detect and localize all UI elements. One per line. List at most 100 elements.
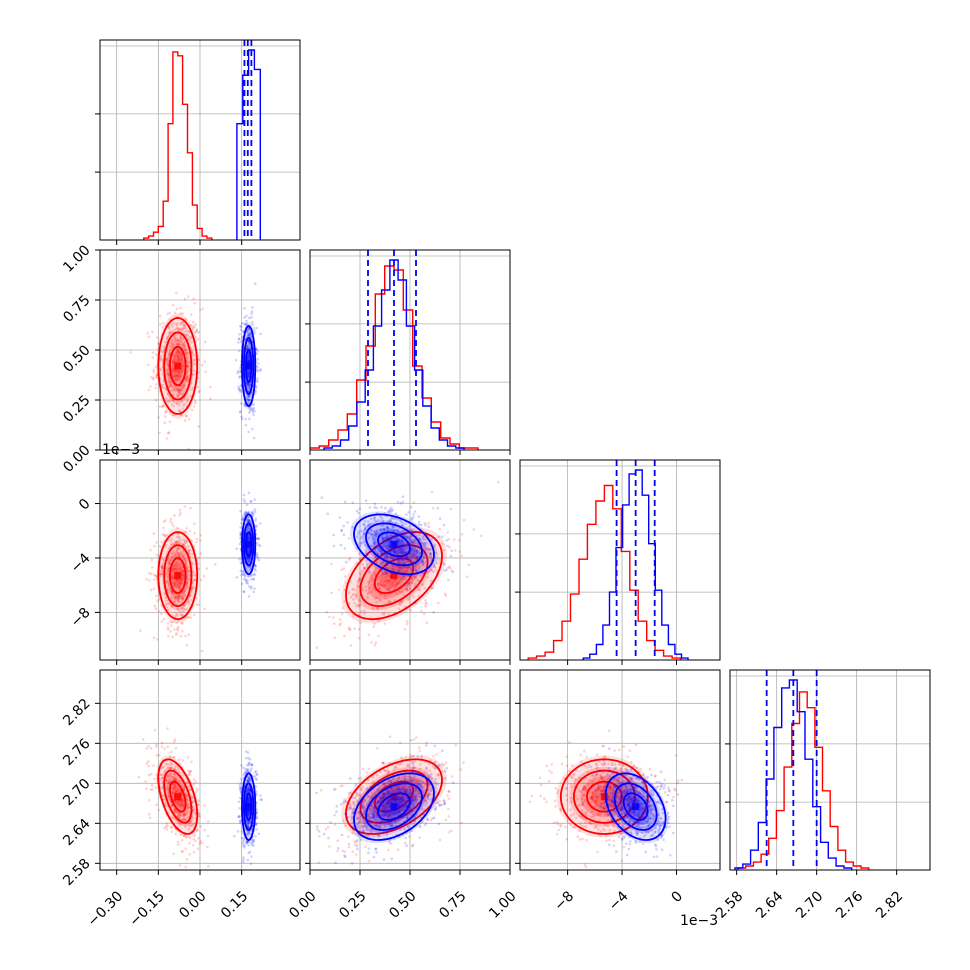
scatter-point-red — [173, 785, 176, 788]
scatter-point-blue — [244, 767, 247, 771]
contour-blue — [240, 513, 257, 576]
scatter-point-red — [415, 557, 419, 560]
scatter-point-red — [377, 576, 381, 580]
scatter-point-blue — [414, 569, 418, 572]
scatter-point-red — [179, 337, 183, 340]
scatter-point-blue — [248, 821, 251, 824]
scatter-point-blue — [245, 322, 248, 326]
scatter-point-red — [402, 799, 405, 802]
scatter-point-red — [174, 777, 178, 781]
scatter-point-red — [376, 746, 379, 750]
scatter-point-blue — [382, 792, 386, 796]
scatter-point-blue — [245, 556, 249, 560]
scatter-point-blue — [251, 510, 254, 514]
scatter-point-blue — [237, 349, 241, 353]
scatter-point-red — [446, 794, 449, 797]
scatter-point-red — [162, 404, 165, 407]
scatter-point-red — [185, 559, 189, 562]
scatter-point-blue — [387, 790, 390, 793]
scatter-point-blue — [385, 525, 389, 529]
scatter-point-blue — [249, 408, 252, 411]
scatter-point-red — [381, 804, 384, 808]
scatter-point-blue — [414, 556, 418, 559]
scatter-point-red — [386, 769, 390, 772]
scatter-point-blue — [374, 550, 377, 553]
scatter-point-red — [187, 361, 191, 364]
scatter-point-blue — [253, 510, 257, 514]
scatter-point-red — [333, 813, 337, 817]
scatter-point-red — [159, 570, 163, 573]
scatter-point-red — [176, 375, 179, 378]
scatter-point-red — [396, 559, 400, 563]
scatter-point-blue — [406, 826, 410, 829]
scatter-point-blue — [248, 417, 251, 421]
scatter-point-red — [167, 561, 171, 564]
scatter-point-red — [169, 825, 173, 829]
scatter-point-red — [161, 566, 164, 570]
scatter-point-red — [170, 342, 174, 346]
scatter-point-red — [188, 811, 191, 814]
scatter-point-blue — [257, 362, 260, 365]
scatter-point-blue — [386, 525, 390, 529]
scatter-point-red — [175, 789, 178, 793]
scatter-point-red — [384, 580, 387, 583]
scatter-point-red — [396, 529, 400, 533]
scatter-point-red — [433, 543, 437, 547]
scatter-point-red — [177, 552, 180, 555]
scatter-point-red — [176, 546, 180, 550]
scatter-point-blue — [243, 403, 246, 406]
scatter-point-red — [384, 575, 388, 579]
scatter-point-red — [393, 767, 397, 770]
scatter-point-blue — [385, 833, 389, 836]
scatter-point-blue — [396, 551, 399, 555]
scatter-point-blue — [406, 535, 410, 538]
scatter-point-blue — [418, 537, 421, 541]
scatter-point-red — [198, 814, 201, 817]
scatter-point-blue — [239, 788, 242, 792]
scatter-point-red — [173, 767, 176, 771]
scatter-point-blue — [234, 358, 238, 362]
scatter-point-red — [169, 380, 173, 383]
scatter-point-blue — [410, 517, 413, 520]
scatter-point-red — [178, 566, 182, 570]
scatter-point-blue — [246, 547, 250, 551]
scatter-point-red — [428, 792, 431, 795]
scatter-point-blue — [387, 510, 390, 514]
scatter-point-red — [150, 566, 154, 569]
scatter-point-red — [401, 786, 404, 790]
scatter-point-red — [169, 520, 172, 523]
scatter-point-red — [436, 561, 439, 565]
scatter-point-red — [169, 766, 173, 770]
scatter-point-red — [175, 322, 179, 325]
scatter-point-blue — [401, 529, 404, 533]
scatter-point-blue — [387, 799, 390, 802]
scatter-point-red — [200, 841, 204, 845]
scatter-point-red — [177, 370, 180, 373]
scatter-point-red — [155, 803, 158, 806]
scatter-point-red — [182, 404, 185, 407]
scatter-point-red — [383, 782, 386, 786]
scatter-point-red — [179, 306, 182, 310]
scatter-point-red — [193, 778, 196, 781]
scatter-point-blue — [387, 588, 390, 592]
scatter-point-red — [199, 839, 202, 843]
scatter-point-blue — [392, 528, 396, 532]
scatter-point-red — [175, 387, 179, 391]
scatter-point-red — [177, 822, 181, 825]
scatter-point-red — [159, 773, 163, 777]
scatter-point-red — [173, 596, 176, 600]
scatter-point-red — [193, 578, 197, 582]
scatter-point-red — [180, 550, 183, 554]
scatter-point-red — [183, 557, 186, 560]
scatter-point-red — [170, 804, 174, 807]
scatter-point-blue — [254, 391, 257, 395]
scatter-point-blue — [424, 744, 428, 747]
scatter-point-blue — [373, 545, 376, 549]
scatter-point-red — [403, 841, 407, 845]
scatter-point-blue — [396, 797, 399, 801]
scatter-point-blue — [437, 792, 440, 796]
scatter-point-blue — [386, 526, 390, 530]
scatter-point-blue — [243, 316, 246, 320]
scatter-point-red — [174, 374, 177, 378]
scatter-point-red — [359, 838, 363, 842]
